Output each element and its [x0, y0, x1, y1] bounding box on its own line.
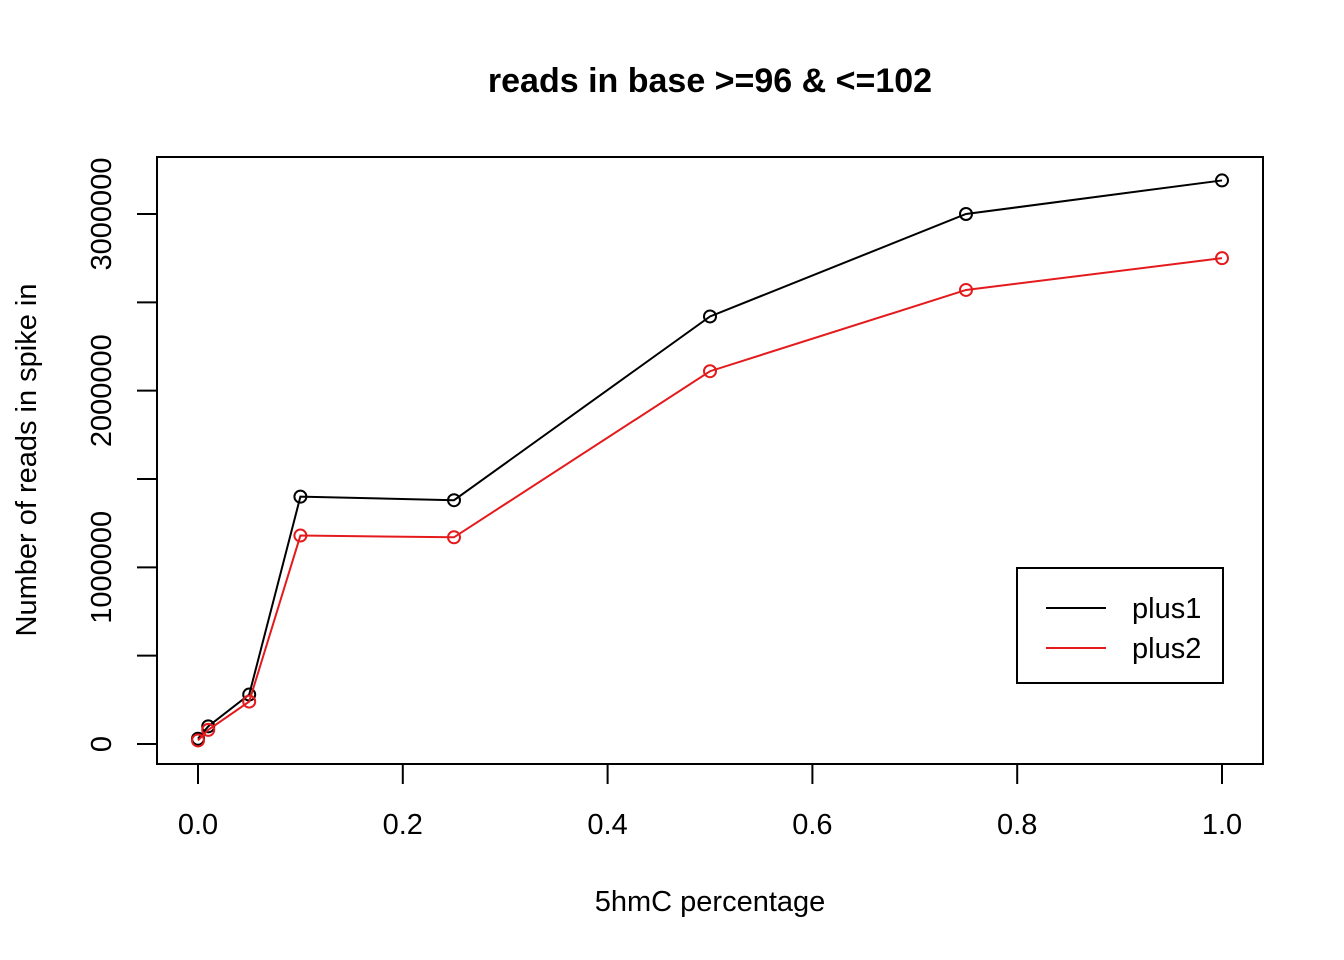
- chart-title: reads in base >=96 & <=102: [488, 62, 932, 100]
- data-point: [1215, 173, 1229, 188]
- series-plus2: [191, 251, 1229, 748]
- data-point: [959, 207, 973, 221]
- data-point: [293, 528, 308, 543]
- data-point: [293, 489, 308, 504]
- series-layer: [191, 173, 1229, 748]
- data-point: [447, 530, 461, 545]
- data-point: [1215, 251, 1229, 266]
- x-tick-label: 1.0: [1202, 809, 1242, 841]
- legend: plus1 plus2: [1016, 567, 1224, 684]
- x-tick-label: 0.2: [383, 809, 423, 841]
- y-axis: 0 1000000 2000000 3000000: [86, 158, 158, 752]
- data-point: [447, 493, 461, 508]
- y-axis-label: Number of reads in spike in: [11, 284, 43, 637]
- y-tick-label: 0: [86, 736, 118, 752]
- x-tick-label: 0.0: [178, 809, 218, 841]
- x-axis: 0.0 0.2 0.4 0.6 0.8 1.0: [178, 763, 1242, 841]
- series-line: [197, 179, 1223, 740]
- legend-label: plus2: [1132, 633, 1201, 665]
- x-tick-label: 0.6: [792, 809, 832, 841]
- data-point: [959, 282, 973, 297]
- y-tick-label: 1000000: [86, 511, 118, 624]
- legend-label: plus1: [1132, 593, 1201, 625]
- data-point: [242, 694, 257, 709]
- x-tick-label: 0.4: [587, 809, 627, 841]
- series-line: [197, 257, 1223, 742]
- data-point: [201, 722, 216, 737]
- data-point: [191, 733, 205, 748]
- y-tick-label: 2000000: [86, 334, 118, 447]
- data-point: [703, 364, 717, 379]
- data-point: [703, 309, 717, 324]
- x-tick-label: 0.8: [997, 809, 1037, 841]
- y-tick-label: 3000000: [86, 158, 118, 271]
- x-axis-label: 5hmC percentage: [595, 886, 826, 918]
- legend-box: [1016, 567, 1224, 684]
